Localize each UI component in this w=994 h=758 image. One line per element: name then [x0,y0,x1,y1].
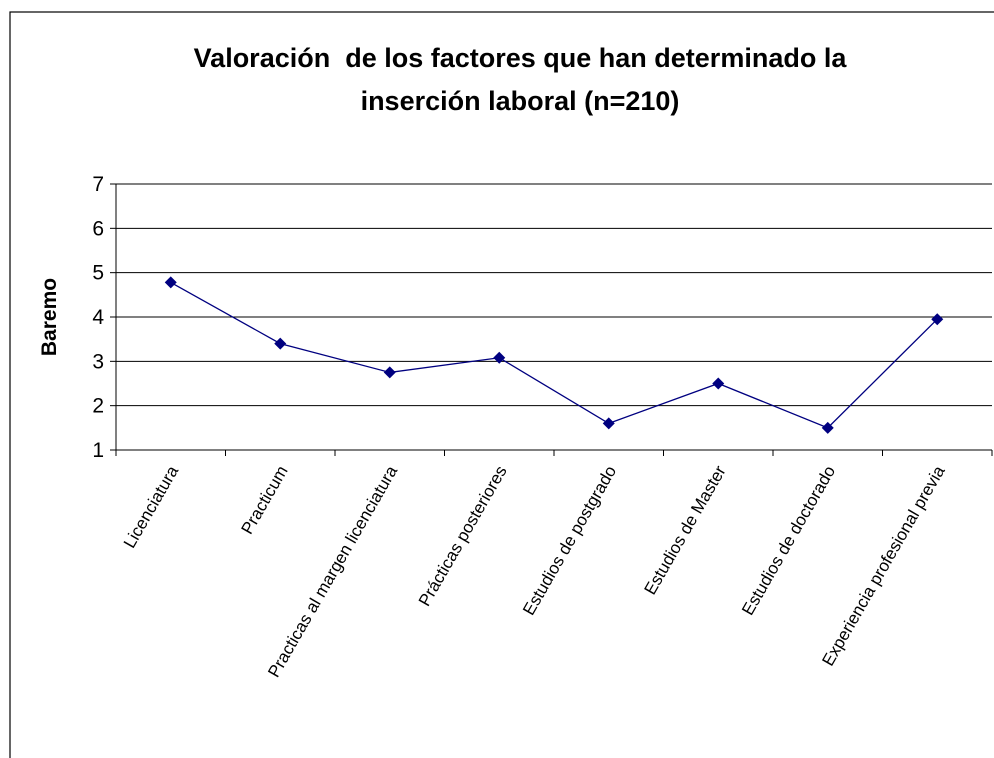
y-tick-label: 4 [92,306,104,329]
y-axis-label: Baremo [38,278,61,356]
marker [493,351,506,364]
marker [931,313,944,326]
marker [712,377,725,390]
y-tick-label: 1 [92,439,104,462]
marker [164,276,177,289]
chart-frame [9,11,994,758]
y-tick-label: 6 [92,217,104,240]
y-tick-label: 7 [92,173,104,196]
chart-title: inserción laboral (n=210) [361,86,680,116]
marker [821,421,834,434]
y-tick-label: 5 [92,262,104,285]
marker [602,417,615,430]
line [170,281,938,429]
y-tick-label: 2 [92,395,104,418]
marker [383,366,396,379]
chart-title: Valoración de los factores que han deter… [194,43,848,73]
y-tick-label: 3 [92,350,104,373]
marker [274,337,287,350]
